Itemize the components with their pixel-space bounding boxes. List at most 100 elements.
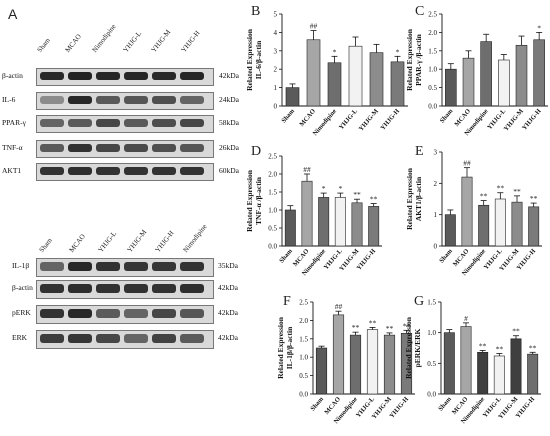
y-axis-label: TNF-α /β-actin	[254, 176, 263, 225]
significance-label: *	[338, 184, 342, 193]
blot-band	[68, 284, 92, 293]
bar	[443, 332, 455, 395]
significance-label: **	[530, 194, 538, 203]
y-tick-label: 0.5	[299, 372, 308, 380]
blot-2-protein-label: ERK	[12, 333, 27, 342]
y-axis-label: IL-1β/β-actin	[285, 326, 294, 369]
blot-band	[152, 334, 176, 343]
significance-label: #	[464, 314, 468, 323]
blot-band	[68, 309, 92, 318]
y-tick-label: 0.0	[427, 391, 436, 399]
y-tick-label: 1.0	[299, 354, 308, 362]
significance-label: **	[479, 341, 487, 350]
blot-band	[180, 72, 204, 80]
blot-band	[152, 144, 176, 152]
blot-band	[124, 119, 148, 127]
blot-1-kda-label: 58kDa	[219, 118, 239, 127]
blot-band	[40, 167, 64, 175]
bar	[510, 338, 522, 395]
y-tick-label: 3	[274, 47, 278, 55]
blot-band	[96, 309, 120, 318]
blot-band	[124, 334, 148, 343]
y-axis-label-group: Related Expression pERK/ERK	[404, 316, 422, 379]
y-axis-label: Related Expression	[405, 167, 414, 230]
blot-2-protein-label: pERK	[12, 308, 31, 317]
y-tick-label: 2.5	[428, 11, 437, 19]
panel-letter-c: C	[415, 4, 424, 19]
significance-label: **	[370, 195, 378, 204]
blot-band	[152, 96, 176, 104]
y-tick-label: 1.0	[268, 207, 277, 215]
bar	[460, 326, 472, 395]
blot-band	[40, 96, 64, 104]
blot-1-kda-label: 24kDa	[219, 95, 239, 104]
blot-band	[96, 72, 120, 80]
blot-2-kda-label: 35kDa	[218, 261, 238, 270]
significance-label: **	[512, 327, 520, 336]
x-tick-label: Sham	[437, 395, 453, 412]
y-axis-label: Related Expression	[404, 316, 413, 379]
blot-band	[152, 72, 176, 80]
significance-label: **	[403, 321, 411, 330]
blot-band	[40, 144, 64, 152]
y-tick-label: 0.5	[427, 360, 436, 368]
blot-band	[40, 309, 64, 318]
blot-band	[152, 309, 176, 318]
blot-band	[40, 262, 64, 271]
y-tick-label: 0.0	[268, 243, 277, 251]
y-tick-label: 0.0	[428, 103, 437, 111]
y-axis-label-group: Related Expression IL-1β/β-actin	[276, 316, 294, 379]
significance-label: **	[529, 343, 537, 352]
blot-band	[40, 72, 64, 80]
panel-letter-b: B	[251, 4, 260, 19]
blot-2-kda-label: 42kDa	[218, 283, 238, 292]
y-axis-label: Related Expression	[245, 28, 254, 91]
blot-2-protein-label: IL-1β	[12, 261, 30, 270]
blot-band	[180, 96, 204, 104]
significance-label: **	[497, 184, 505, 193]
blot-2-kda-label: 42kDa	[218, 333, 238, 342]
y-axis-label: Related Expression	[245, 169, 254, 232]
y-tick-label: 2	[434, 180, 438, 188]
blot-band	[124, 167, 148, 175]
panel-letter-f: F	[283, 294, 291, 309]
blot-band	[96, 96, 120, 104]
y-axis-label-group: Related Expression AKT1/β-actin	[405, 167, 423, 230]
y-tick-label: 2.0	[299, 317, 308, 325]
blot-band	[68, 96, 92, 104]
y-tick-label: 2.5	[268, 153, 277, 161]
blot-band	[96, 262, 120, 271]
blot-1-protein-label: TNF-α	[2, 143, 23, 152]
significance-label: **	[496, 345, 504, 354]
y-axis-label-group: Related Expression PPAR-γ /β-actin	[405, 28, 423, 91]
blot-band	[124, 309, 148, 318]
blot-band	[40, 334, 64, 343]
blot-band	[124, 96, 148, 104]
blot-band	[180, 144, 204, 152]
significance-label: **	[369, 318, 377, 327]
blot-1-protein-label: IL-6	[2, 95, 16, 104]
y-tick-label: 1	[434, 211, 438, 219]
blot-band	[180, 284, 204, 293]
blot-2-protein-label: β-actin	[12, 283, 33, 292]
y-tick-label: 1.5	[428, 47, 437, 55]
y-tick-label: 0.5	[268, 225, 277, 233]
y-tick-label: 0	[274, 103, 278, 111]
blot-band	[40, 119, 64, 127]
blot-band	[152, 262, 176, 271]
blot-band	[124, 72, 148, 80]
blot-1-protein-label: β-actin	[2, 71, 23, 80]
blot-band	[180, 167, 204, 175]
blot-band	[40, 284, 64, 293]
blot-band	[96, 334, 120, 343]
blot-1-kda-label: 26kDa	[219, 143, 239, 152]
blot-band	[152, 284, 176, 293]
panel-letter-g: G	[414, 294, 424, 309]
y-tick-label: 0.0	[299, 391, 308, 399]
